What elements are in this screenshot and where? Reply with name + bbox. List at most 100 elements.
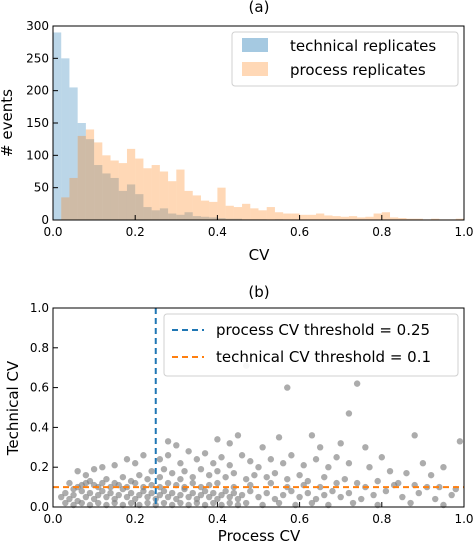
histogram-bar-process — [200, 200, 210, 220]
scatter-x-axis-label: Process CV — [218, 527, 301, 545]
histogram-bar-process — [225, 205, 234, 220]
scatter-point — [316, 483, 324, 491]
scatter-point — [333, 454, 340, 461]
scatter-point — [144, 493, 151, 501]
scatter-point — [181, 467, 188, 475]
scatter-point — [78, 499, 85, 507]
legend-label-process-threshold: process CV threshold = 0.25 — [216, 321, 430, 339]
scatter-point — [173, 495, 180, 503]
scatter-legend: process CV threshold = 0.25 technical CV… — [163, 313, 459, 377]
scatter-point — [136, 471, 143, 479]
histogram-x-tick-label: 0.4 — [208, 225, 227, 239]
scatter-point — [321, 491, 328, 499]
histogram-bar-technical — [118, 190, 127, 220]
histogram-bar-technical — [77, 123, 86, 220]
histogram-bar-process — [348, 216, 358, 220]
scatter-point — [407, 499, 414, 507]
scatter-point — [415, 489, 422, 497]
histogram-bar-process — [316, 213, 325, 220]
scatter-point — [164, 479, 172, 487]
scatter-point — [353, 479, 361, 487]
scatter-point — [107, 483, 114, 491]
scatter-point — [99, 479, 106, 487]
scatter-point — [214, 495, 221, 503]
histogram-bar-process — [332, 216, 341, 220]
scatter-point — [156, 491, 164, 499]
histogram-y-axis-label: # events — [0, 89, 16, 157]
histogram-bar-process — [77, 135, 86, 220]
scatter-point — [321, 473, 328, 481]
legend-label-technical: technical replicates — [290, 37, 436, 55]
scatter-point — [189, 473, 196, 481]
scatter-point — [95, 491, 102, 499]
histogram-bar-process — [118, 163, 127, 220]
scatter-point — [201, 487, 209, 495]
histogram-bar-technical — [61, 58, 70, 221]
histogram-bar-process — [61, 197, 70, 220]
histogram-y-ticks: 0 50 100 150 200 250 300 — [26, 19, 58, 227]
scatter-point — [99, 487, 106, 495]
scatter-point — [62, 499, 69, 507]
histogram-bar-technical — [168, 213, 177, 220]
scatter-point — [103, 475, 110, 483]
scatter-x-tick-label: 0.2 — [126, 512, 145, 526]
histogram-bar-technical — [217, 218, 226, 220]
histogram-bar-technical — [225, 218, 234, 220]
scatter-point — [362, 444, 369, 451]
histogram-y-tick-label: 150 — [26, 116, 49, 130]
histogram-bar-process — [233, 207, 243, 220]
scatter-point — [132, 479, 139, 487]
histogram-bar-process — [250, 208, 259, 220]
scatter-point — [218, 491, 225, 499]
histogram-bar-technical — [184, 212, 193, 220]
histogram-bar-process — [307, 214, 317, 220]
histogram-bar-process — [390, 217, 399, 220]
histogram-bar-technical — [110, 177, 119, 220]
scatter-y-ticks: 0.0 0.2 0.4 0.6 0.8 1.0 — [30, 301, 58, 514]
scatter-point — [222, 487, 229, 495]
histogram-bar-technical — [200, 216, 210, 220]
scatter-point — [345, 460, 353, 467]
histogram-bar-process — [299, 214, 308, 220]
scatter-legend-frame — [163, 313, 459, 377]
scatter-point — [263, 489, 270, 497]
scatter-point — [312, 495, 320, 503]
scatter-point — [275, 499, 283, 507]
scatter-title: (b) — [248, 283, 269, 301]
scatter-point — [341, 475, 349, 483]
histogram-bar-process — [151, 165, 160, 220]
histogram-bar-process — [168, 181, 177, 220]
scatter-point — [127, 489, 135, 497]
histogram-bar-process — [110, 160, 119, 220]
scatter-y-tick-label: 0.2 — [30, 460, 49, 474]
scatter-point — [448, 491, 455, 499]
scatter-point — [177, 475, 184, 483]
scatter-point — [144, 475, 151, 483]
scatter-point — [312, 456, 320, 463]
histogram-bar-process — [126, 148, 136, 220]
scatter-point — [193, 499, 201, 507]
scatter-point — [456, 438, 464, 445]
scatter-point — [119, 473, 127, 481]
scatter-x-tick-label: 0.4 — [208, 512, 227, 526]
scatter-point — [78, 487, 85, 495]
histogram-y-tick-label: 300 — [26, 19, 49, 33]
histogram-y-tick-label: 250 — [26, 51, 49, 65]
histogram-bar-technical — [135, 194, 144, 220]
scatter-point — [271, 469, 279, 477]
scatter-point — [86, 489, 94, 497]
scatter-point — [226, 499, 233, 507]
histogram-bar-technical — [102, 173, 111, 220]
scatter-point — [168, 469, 176, 477]
scatter-point — [197, 465, 205, 473]
scatter-point — [304, 489, 312, 497]
histogram-x-ticks: 0.0 0.2 0.4 0.6 0.8 1.0 — [43, 215, 474, 239]
scatter-point — [251, 471, 258, 479]
histogram-bar-process — [398, 218, 407, 220]
scatter-point — [58, 493, 65, 501]
scatter-point — [288, 487, 295, 495]
scatter-point — [267, 456, 275, 463]
scatter-point — [82, 471, 90, 479]
scatter-point — [333, 479, 340, 487]
